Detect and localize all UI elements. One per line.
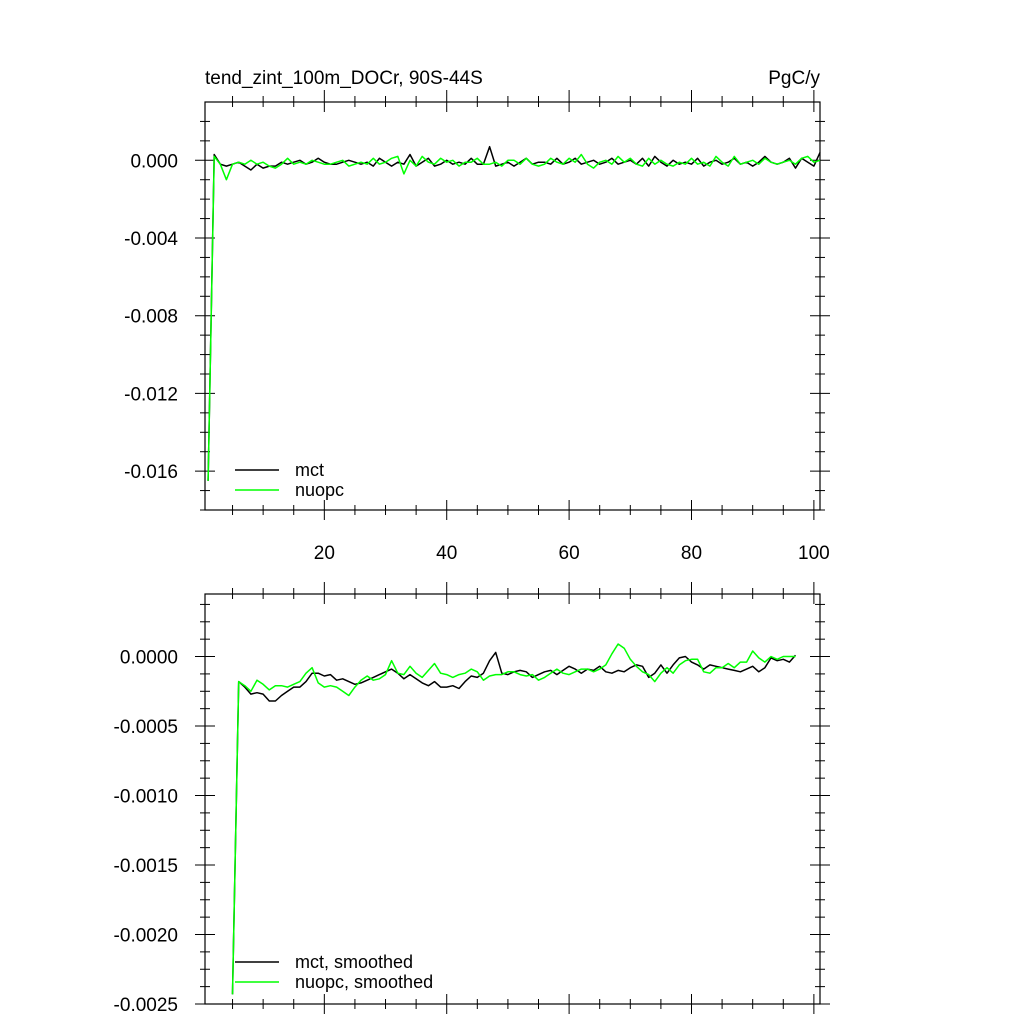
y-tick-label: -0.0025 — [114, 995, 178, 1016]
series-line-mct-smoothed — [231, 651, 797, 995]
y-tick-label: -0.0010 — [114, 787, 178, 808]
x-tick-label: 20 — [314, 543, 335, 564]
plot-frame-top — [204, 101, 821, 511]
y-tick-label: -0.004 — [124, 229, 178, 250]
y-tick-label: -0.008 — [124, 307, 178, 328]
series-line-nuopc-smoothed — [231, 643, 796, 995]
y-tick-label: -0.0005 — [114, 717, 178, 738]
ticks-bottom: 0.0000 -0.0005 -0.0010 -0.0015 -0.0020 -0.002… — [114, 582, 830, 1016]
y-tick-label: -0.016 — [124, 462, 178, 483]
x-tick-label: 60 — [559, 543, 580, 564]
x-tick-label: 100 — [798, 543, 830, 564]
legend-label: nuopc — [295, 480, 344, 500]
series-lines-top — [207, 145, 821, 481]
x-tick-label: 80 — [681, 543, 702, 564]
y-tick-label: -0.0020 — [114, 926, 178, 947]
plot-frame-bottom — [204, 593, 821, 1005]
panel-top: tend_zint_100m_DOCr, 90S-44S PgC/y 20 40 6… — [124, 68, 830, 564]
chart-title: tend_zint_100m_DOCr, 90S-44S — [205, 68, 483, 89]
series-lines-bottom — [231, 643, 797, 995]
legend-label: mct — [295, 460, 324, 480]
units-label: PgC/y — [768, 68, 820, 89]
series-line-nuopc — [207, 153, 821, 481]
y-tick-label: 0.0000 — [120, 648, 178, 669]
y-tick-label: 0.000 — [130, 151, 178, 172]
series-line-mct — [207, 145, 821, 481]
x-tick-label: 40 — [436, 543, 457, 564]
legend-label: mct, smoothed — [295, 952, 413, 972]
ticks-top: 20 40 60 80 100 0.000 -0.004 -0.008 -0.012 -0.016 — [124, 90, 830, 564]
legend-label: nuopc, smoothed — [295, 972, 433, 992]
panel-bottom: 0.0000 -0.0005 -0.0010 -0.0015 -0.0020 -0.002… — [114, 582, 830, 1016]
y-tick-label: -0.012 — [124, 384, 178, 405]
y-tick-label: -0.0015 — [114, 856, 178, 877]
